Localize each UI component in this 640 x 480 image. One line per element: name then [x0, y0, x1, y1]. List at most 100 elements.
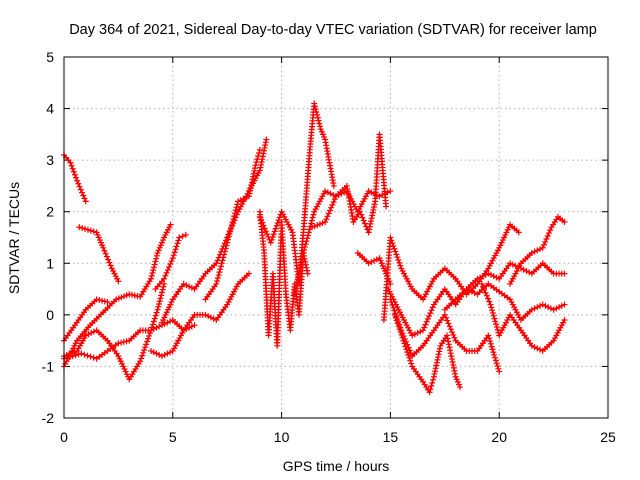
- data-point-plus: [224, 239, 231, 246]
- data-point-plus: [235, 198, 242, 205]
- series-track-21: [478, 280, 568, 354]
- data-point-plus: [393, 317, 400, 324]
- data-point-plus: [299, 255, 306, 262]
- data-point-plus: [561, 317, 568, 324]
- data-point-plus: [373, 191, 380, 198]
- data-point-plus: [221, 251, 228, 258]
- data-point-plus: [167, 349, 174, 356]
- data-point-plus: [479, 273, 486, 280]
- data-point-plus: [329, 201, 336, 208]
- data-point-plus: [388, 237, 395, 244]
- data-point-plus: [148, 347, 155, 354]
- data-point-plus: [406, 354, 413, 361]
- y-tick-label: 3: [46, 152, 54, 168]
- data-point-plus: [234, 201, 241, 208]
- data-point-plus: [429, 304, 436, 311]
- data-point-plus: [272, 225, 279, 232]
- series-track-12: [256, 100, 337, 287]
- data-point-plus: [495, 365, 502, 372]
- data-point-plus: [428, 307, 435, 314]
- data-point-plus: [228, 221, 235, 228]
- data-point-plus: [452, 370, 459, 377]
- data-point-plus: [123, 338, 130, 345]
- data-point-plus: [296, 270, 303, 277]
- data-point-plus: [169, 255, 176, 262]
- data-point-plus: [70, 168, 77, 175]
- data-point-plus: [103, 253, 110, 260]
- data-point-plus: [489, 346, 496, 353]
- data-point-plus: [69, 165, 76, 172]
- data-point-plus: [256, 146, 263, 153]
- data-point-plus: [126, 291, 133, 298]
- data-point-plus: [485, 295, 492, 302]
- data-point-plus: [88, 329, 95, 336]
- data-point-plus: [523, 268, 530, 275]
- data-point-plus: [534, 247, 541, 254]
- data-point-plus: [399, 334, 406, 341]
- data-point-plus: [402, 343, 409, 350]
- data-point-plus: [101, 298, 108, 305]
- data-point-plus: [394, 320, 401, 327]
- data-point-plus: [155, 303, 162, 310]
- data-point-plus: [487, 301, 494, 308]
- data-point-plus: [213, 260, 220, 267]
- data-point-plus: [326, 207, 333, 214]
- data-point-plus: [543, 235, 550, 242]
- data-point-plus: [331, 196, 338, 203]
- data-point-plus: [314, 114, 321, 121]
- data-point-plus: [547, 227, 554, 234]
- data-point-plus: [68, 162, 75, 169]
- data-point-plus: [129, 291, 135, 298]
- data-point-plus: [175, 237, 182, 244]
- data-point-plus: [174, 240, 181, 247]
- x-tick-label: 20: [491, 429, 507, 445]
- data-point-plus: [303, 238, 310, 245]
- data-point-plus: [447, 347, 454, 354]
- grid: [64, 57, 608, 418]
- data-point-plus: [387, 188, 394, 195]
- data-point-plus: [255, 153, 262, 160]
- data-point-plus: [451, 367, 458, 374]
- y-tick-label: -2: [42, 410, 55, 426]
- data-point-plus: [205, 313, 212, 320]
- data-point-plus: [403, 346, 410, 353]
- data-point-plus: [304, 235, 311, 242]
- data-point-plus: [156, 298, 163, 305]
- data-point-plus: [188, 323, 195, 330]
- data-point-plus: [414, 329, 421, 336]
- data-point-plus: [398, 331, 405, 338]
- data-point-plus: [150, 326, 157, 333]
- data-point-plus: [515, 229, 522, 236]
- data-point-plus: [309, 214, 316, 221]
- data-point-plus: [491, 351, 498, 358]
- series-track-17: [385, 260, 568, 339]
- data-point-plus: [451, 334, 458, 341]
- data-point-plus: [322, 219, 329, 226]
- data-point-plus: [255, 149, 262, 156]
- data-point-plus: [486, 298, 493, 305]
- series-track-3: [61, 296, 111, 344]
- data-point-plus: [138, 355, 145, 362]
- data-point-plus: [389, 302, 396, 309]
- data-point-plus: [148, 327, 155, 334]
- data-point-plus: [427, 310, 434, 317]
- data-point-plus: [561, 270, 568, 277]
- data-point-plus: [217, 266, 224, 273]
- data-point-plus: [121, 293, 128, 300]
- data-point-plus: [153, 252, 160, 259]
- data-point-plus: [216, 269, 223, 276]
- data-point-plus: [368, 258, 375, 265]
- data-point-plus: [82, 225, 89, 232]
- data-point-plus: [164, 350, 171, 357]
- data-point-plus: [449, 359, 456, 366]
- data-point-plus: [151, 261, 158, 268]
- data-point-plus: [489, 309, 496, 316]
- x-tick-label: 25: [600, 429, 616, 445]
- series-track-19: [391, 311, 464, 396]
- data-point-plus: [106, 259, 113, 266]
- data-point-plus: [474, 275, 481, 282]
- series-track-20: [441, 280, 568, 324]
- data-point-plus: [298, 258, 305, 265]
- series-line: [63, 283, 165, 381]
- data-point-plus: [96, 297, 103, 304]
